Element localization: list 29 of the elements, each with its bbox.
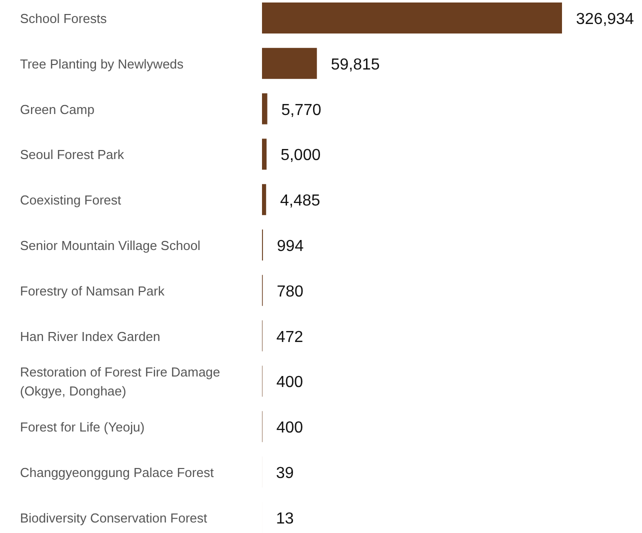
y-tick-label: Senior Mountain Village School [20, 238, 201, 253]
data-label: 39 [276, 465, 294, 482]
data-label: 5,770 [281, 102, 322, 119]
data-label: 780 [276, 283, 304, 300]
y-tick-label: Restoration of Forest Fire Damage (Okgye, Donghae) [20, 364, 220, 399]
y-tick-label: Han River Index Garden [20, 328, 160, 344]
bar [262, 138, 267, 170]
data-label: 5,000 [280, 147, 321, 164]
data-label: 472 [276, 328, 304, 346]
bar [262, 48, 317, 79]
data-label: 994 [276, 238, 304, 255]
data-label: 59,815 [330, 56, 380, 74]
y-tick-label: Forestry of Namsan Park [20, 283, 165, 298]
data-label: 326,934 [576, 11, 634, 28]
bar [262, 2, 562, 34]
y-tick-label: Green Camp [20, 102, 94, 117]
y-tick-label: Coexisting Forest [20, 192, 122, 208]
y-tick-label: Biodiversity Conservation Forest [20, 510, 208, 526]
data-label: 400 [276, 420, 304, 437]
data-label: 13 [276, 510, 294, 528]
y-tick-label: School Forests [20, 11, 108, 26]
y-tick-label: Seoul Forest Park [20, 147, 125, 162]
bar [262, 93, 268, 124]
bar [262, 184, 266, 216]
data-label: 4,485 [280, 192, 320, 210]
data-label: 400 [276, 374, 304, 392]
y-tick-label: Tree Planting by Newlyweds [20, 56, 184, 72]
y-tick-label: Forest for Life (Yeoju) [20, 420, 145, 435]
y-tick-label: Changgyeonggung Palace Forest [20, 465, 214, 480]
